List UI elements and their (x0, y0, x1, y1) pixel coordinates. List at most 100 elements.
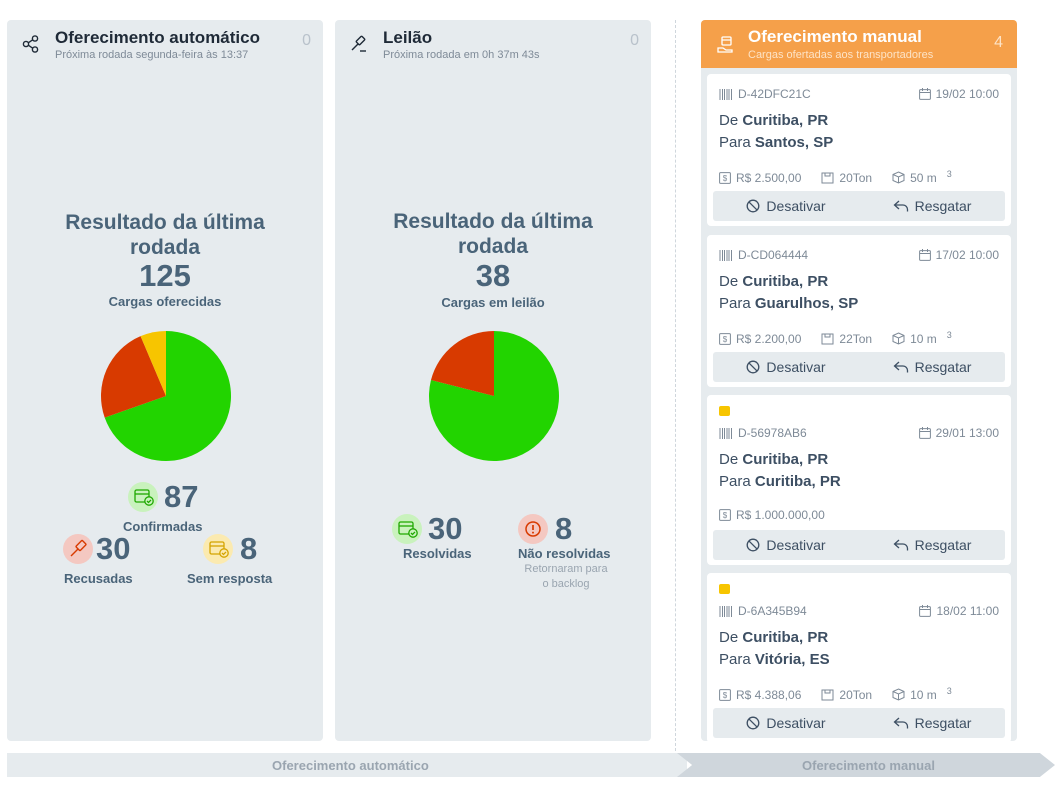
destination: Para Vitória, ES (719, 651, 830, 668)
result-title-line-2: rodada (457, 235, 528, 258)
origin-prefix: De (719, 451, 739, 468)
deactivate-button[interactable]: Desativar (713, 530, 859, 560)
pie-slice-sem-resposta (140, 331, 166, 396)
result-label: Cargas oferecidas (108, 294, 222, 309)
money-icon: $ (719, 509, 731, 521)
panel-subtitle: Cargas ofertadas aos transportadores (748, 49, 934, 61)
price-value: R$ 2.200,00 (736, 332, 802, 346)
price-value: R$ 1.000.000,00 (736, 508, 825, 522)
manual-offer-panel: Oferecimento manual Cargas ofertadas aos… (701, 20, 1017, 741)
redeem-label: Resgatar (914, 715, 972, 731)
volume: 50 m 3 (892, 169, 952, 185)
weight: 20Ton (821, 171, 882, 185)
weight-value: 20Ton (839, 688, 873, 702)
panel-title: Oferecimento manual (748, 27, 922, 46)
redeem-button[interactable]: Resgatar (859, 191, 1005, 221)
cube-icon (892, 171, 905, 184)
panel-title: Oferecimento automático (55, 28, 260, 47)
card-meta: $ R$ 4.388,06 20Ton 10 m 3 (719, 686, 962, 702)
calendar-icon (919, 605, 932, 617)
card-date: 17/02 10:00 (918, 248, 999, 264)
deactivate-button[interactable]: Desativar (713, 708, 859, 738)
weight-icon (821, 689, 834, 701)
volume: 10 m 3 (892, 330, 952, 346)
date-value: 29/01 13:00 (935, 426, 999, 440)
redeem-label: Resgatar (914, 359, 972, 375)
price: $ R$ 1.000.000,00 (719, 508, 835, 522)
reply-icon (893, 717, 908, 729)
origin: De Curitiba, PR (719, 451, 828, 468)
offer-card[interactable]: D-42DFC21C 19/02 10:00 De Curitiba, PR P… (707, 74, 1011, 226)
card-code: D-6A345B94 (719, 604, 807, 620)
redeem-button[interactable]: Resgatar (859, 708, 1005, 738)
code-value: D-6A345B94 (738, 604, 807, 618)
deactivate-button[interactable]: Desativar (713, 191, 859, 221)
deactivate-button[interactable]: Desativar (713, 352, 859, 382)
auction-header: Leilão Próxima rodada em 0h 37m 43s 0 (349, 28, 639, 68)
volume-value: 50 m (910, 171, 937, 185)
weight: 20Ton (821, 688, 882, 702)
card-meta: $ R$ 2.500,00 20Ton 50 m 3 (719, 169, 962, 185)
code-value: D-56978AB6 (738, 426, 807, 440)
offer-card[interactable]: D-CD064444 17/02 10:00 De Curitiba, PR P… (707, 235, 1011, 387)
svg-text:$: $ (723, 691, 728, 700)
result-number: 38 (475, 258, 511, 293)
cube-icon (892, 332, 905, 345)
price-value: R$ 2.500,00 (736, 171, 802, 185)
unresolved-label: Não resolvidas (518, 546, 611, 561)
date-value: 18/02 11:00 (936, 604, 999, 618)
block-icon (746, 199, 760, 213)
priority-flag (719, 584, 730, 594)
weight-icon (821, 172, 834, 184)
manual-offer-header: Oferecimento manual Cargas ofertadas aos… (701, 20, 1017, 68)
barcode-icon (719, 606, 732, 617)
weight-value: 20Ton (839, 171, 873, 185)
card-actions: Desativar Resgatar (713, 352, 1005, 382)
no-response-label: Sem resposta (187, 571, 273, 586)
barcode-icon (719, 428, 732, 439)
redeem-button[interactable]: Resgatar (859, 530, 1005, 560)
barcode-icon (719, 250, 732, 261)
result-number: 125 (139, 258, 191, 293)
alert-icon (518, 514, 548, 544)
no-response-count: 8 (240, 531, 258, 566)
weight-icon (821, 333, 834, 345)
card-actions: Desativar Resgatar (713, 530, 1005, 560)
refused-gavel-icon (63, 534, 93, 564)
confirmed-label: Confirmadas (123, 519, 203, 534)
column-divider (675, 20, 676, 756)
offer-card[interactable]: D-56978AB6 29/01 13:00 De Curitiba, PR P… (707, 395, 1011, 565)
destination-city: Santos, SP (754, 134, 834, 151)
unresolved-note-line-1: Retornaram para (524, 563, 608, 575)
price-value: R$ 4.388,06 (736, 688, 802, 702)
card-date: 19/02 10:00 (918, 87, 999, 103)
destination-prefix: Para (719, 134, 751, 151)
pie-slice-não-resolvidas (430, 331, 494, 396)
resolved-count: 30 (428, 511, 463, 546)
destination: Para Curitiba, PR (719, 473, 841, 490)
panel-subtitle: Próxima rodada segunda-feira às 13:37 (55, 49, 249, 61)
barcode-icon (719, 89, 732, 100)
origin-city: Curitiba, PR (742, 273, 829, 290)
origin: De Curitiba, PR (719, 273, 828, 290)
money-icon: $ (719, 172, 731, 184)
refused-count: 30 (96, 531, 131, 566)
offer-card[interactable]: D-6A345B94 18/02 11:00 De Curitiba, PR P… (707, 573, 1011, 741)
resolved-label: Resolvidas (403, 546, 472, 561)
redeem-label: Resgatar (914, 537, 972, 553)
step-manual[interactable]: Oferecimento manual (677, 753, 1055, 777)
step-auto[interactable]: Oferecimento automático (7, 753, 687, 777)
code-value: D-CD064444 (738, 248, 809, 262)
confirmed-count: 87 (164, 479, 199, 514)
confirmed-icon (128, 482, 158, 512)
step-auto-label: Oferecimento automático (272, 758, 429, 773)
reply-icon (893, 200, 908, 212)
unresolved-count: 8 (555, 511, 573, 546)
redeem-label: Resgatar (914, 198, 972, 214)
svg-text:$: $ (723, 174, 728, 183)
redeem-button[interactable]: Resgatar (859, 352, 1005, 382)
panel-subtitle: Próxima rodada em 0h 37m 43s (383, 49, 540, 61)
price: $ R$ 4.388,06 (719, 688, 811, 702)
origin-prefix: De (719, 273, 739, 290)
price: $ R$ 2.500,00 (719, 171, 811, 185)
